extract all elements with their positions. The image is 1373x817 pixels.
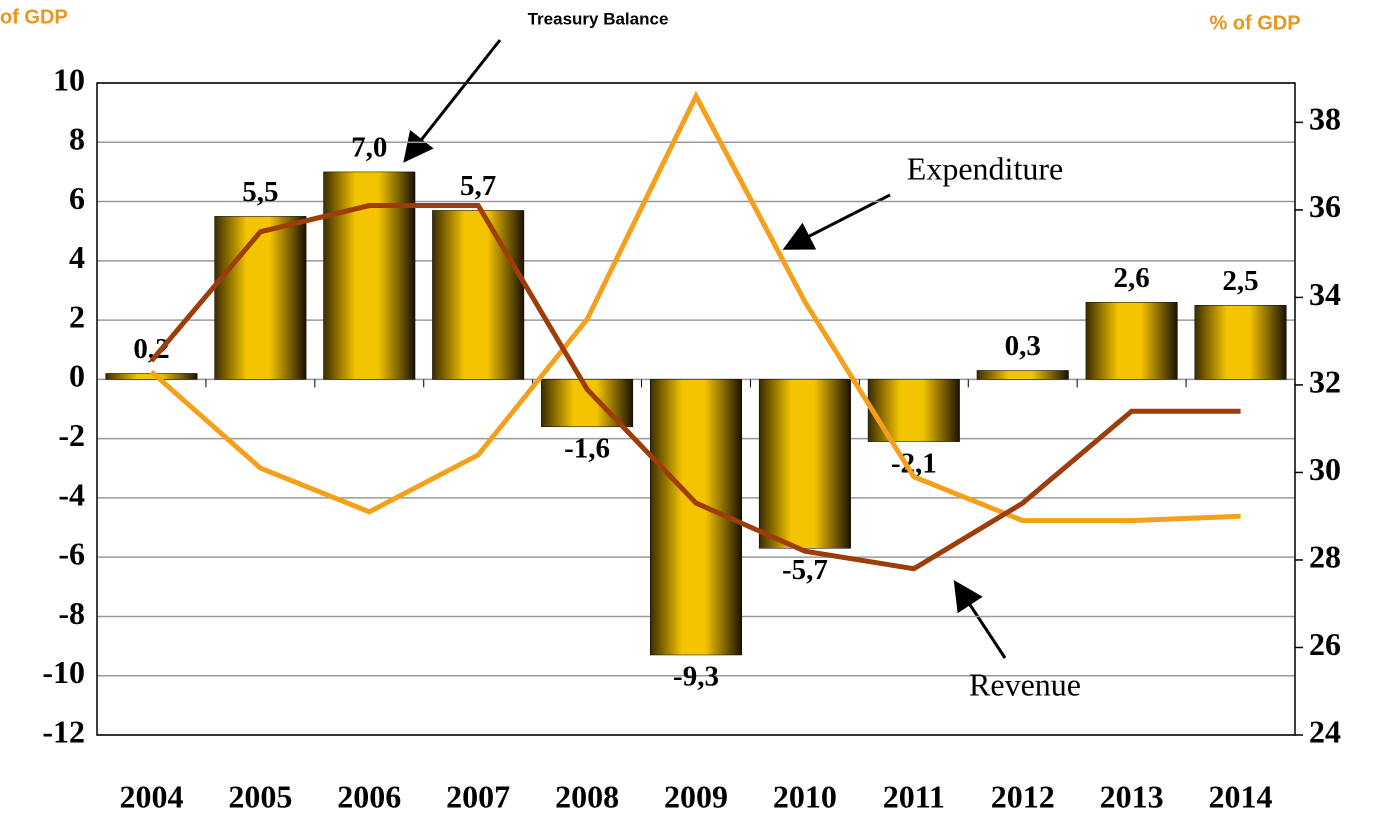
y-tick-label: -4 (58, 476, 85, 512)
plot-border (96, 82, 1296, 736)
y-tick-label: 6 (69, 180, 85, 216)
y2-tick-label: 32 (1309, 363, 1341, 399)
y2-tick-label: 26 (1309, 626, 1341, 662)
y-tick-label: -6 (58, 536, 85, 572)
data-label: -5,7 (782, 554, 828, 586)
y-tick-label: -2 (58, 417, 85, 453)
bar (214, 216, 307, 380)
arrow (403, 39, 502, 163)
y-tick-label: 8 (69, 121, 85, 157)
y2-tick-label: 36 (1309, 188, 1341, 224)
x-tick-label: 2013 (1100, 778, 1164, 814)
y2-tick-label: 34 (1309, 276, 1341, 312)
data-label: -1,6 (564, 432, 610, 464)
data-label: 2,5 (1222, 265, 1258, 297)
y2-tick-label: 24 (1309, 713, 1341, 749)
y-tick-label: -12 (42, 713, 85, 749)
bar (867, 379, 960, 442)
y2-tick-label: 30 (1309, 451, 1341, 487)
x-tick-label: 2008 (555, 778, 619, 814)
bar (976, 370, 1069, 380)
bar (1194, 305, 1287, 380)
data-label: -9,3 (673, 661, 719, 693)
y2-axis-title: % of GDP (1209, 12, 1300, 34)
chart-title: Treasury Balance (528, 9, 669, 28)
arrow (782, 193, 891, 250)
y-tick-label: 0 (69, 358, 85, 394)
legend-label: Revenue (969, 666, 1081, 702)
x-tick-label: 2007 (446, 778, 510, 814)
y-tick-label: -10 (42, 654, 85, 690)
y-tick-label: 2 (69, 298, 85, 334)
y-tick-label: 10 (53, 61, 85, 97)
x-tick-label: 2012 (991, 778, 1055, 814)
bar (432, 210, 525, 380)
x-tick-label: 2009 (664, 778, 728, 814)
legend-label: Expenditure (907, 150, 1063, 186)
bar (1085, 302, 1178, 380)
data-label: 5,5 (242, 176, 278, 208)
bar (758, 379, 851, 549)
line (149, 90, 1241, 524)
y-axis-title: of GDP (0, 6, 68, 28)
line (149, 203, 1241, 572)
x-tick-label: 2004 (119, 778, 183, 814)
y2-tick-label: 28 (1309, 538, 1341, 574)
data-label: 7,0 (351, 132, 387, 164)
x-tick-label: 2010 (773, 778, 837, 814)
x-tick-label: 2005 (228, 778, 292, 814)
data-label: 5,7 (460, 170, 496, 202)
y-tick-label: 4 (69, 239, 85, 275)
x-tick-label: 2014 (1209, 778, 1273, 814)
data-label: 0,3 (1005, 330, 1041, 362)
x-tick-label: 2011 (883, 778, 945, 814)
x-tick-label: 2006 (337, 778, 401, 814)
y2-tick-label: 38 (1309, 101, 1341, 137)
arrow (953, 579, 1007, 659)
data-label: 2,6 (1114, 262, 1150, 294)
y-tick-label: -8 (58, 595, 85, 631)
